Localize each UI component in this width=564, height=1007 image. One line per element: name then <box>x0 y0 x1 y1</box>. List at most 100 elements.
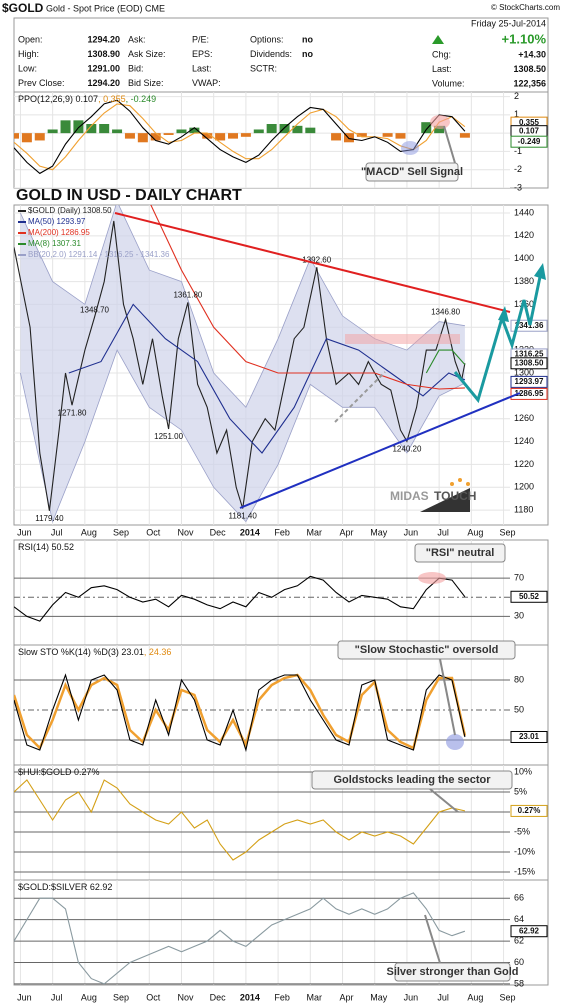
value-tag <box>510 135 548 148</box>
histogram-bar <box>73 120 84 134</box>
series-line <box>14 220 466 511</box>
histogram-bar <box>240 133 251 137</box>
panel-title: $GOLD:$SILVER 62.92 <box>18 882 112 892</box>
y-tick-label: 1200 <box>514 482 534 492</box>
annotation: "Slow Stochastic" oversold <box>355 644 499 656</box>
histogram-bar <box>137 133 148 143</box>
histogram-bar <box>34 133 45 141</box>
resistance-zone <box>345 334 460 344</box>
histogram-bar <box>434 125 445 134</box>
histogram-bar <box>21 133 32 143</box>
quote-value: 1308.50 <box>513 64 546 74</box>
quote-label: Options: <box>250 34 284 44</box>
histogram-bar <box>279 124 290 134</box>
x-tick-label: Sep <box>500 527 516 537</box>
y-tick-label: 1260 <box>514 413 534 423</box>
x-tick-label: Sep <box>113 992 129 1002</box>
quote-label: SCTR: <box>250 63 277 73</box>
y-tick-label: 1440 <box>514 207 534 217</box>
point-label: 1179.40 <box>35 514 64 523</box>
symbol: $GOLD <box>2 1 44 15</box>
legend-label: BB(20,2.0) 1291.14 - 1316.25 - 1341.36 <box>28 250 170 259</box>
value-tag <box>510 804 548 817</box>
x-tick-label: Mar <box>307 527 323 537</box>
band-upper <box>20 205 465 409</box>
x-tick-label: Feb <box>274 992 290 1002</box>
up-arrow <box>432 35 444 44</box>
value-tag-label: 0.27% <box>518 806 541 815</box>
panel-title-part: $HUI:$GOLD 0.27% <box>18 767 100 777</box>
histogram-bar <box>60 120 71 134</box>
highlight <box>418 572 446 584</box>
annotation-box <box>414 543 506 563</box>
forecast-head <box>534 263 546 280</box>
histogram-bar <box>253 129 264 134</box>
value-tag <box>510 387 548 400</box>
histogram-bar <box>163 133 174 135</box>
y-tick-label: -3 <box>514 182 522 192</box>
panel-plot <box>14 205 510 525</box>
value-tag <box>510 925 548 938</box>
histogram-bar <box>459 133 470 138</box>
x-tick-label: May <box>370 992 388 1002</box>
quote-label: Chg: <box>432 49 451 59</box>
quote-label: Volume: <box>432 78 465 88</box>
x-tick-label: 2014 <box>240 992 260 1002</box>
x-tick-label: Jun <box>404 527 419 537</box>
histogram-bar <box>228 133 239 139</box>
annotation-box <box>337 640 516 660</box>
y-tick-label: -1 <box>514 146 522 156</box>
point-label: 1181.40 <box>229 512 258 521</box>
logo-dot <box>450 482 454 486</box>
pointer <box>443 125 456 164</box>
value-tag-label: 62.92 <box>519 926 540 935</box>
legend-label: MA(50) 1293.97 <box>28 217 86 226</box>
panel-title-part: , 24.36 <box>144 647 172 657</box>
x-tick-label: Jul <box>51 992 63 1002</box>
value-tag-label: 1286.95 <box>515 389 544 398</box>
x-tick-label: Aug <box>81 527 97 537</box>
quote-label: P/E: <box>192 34 209 44</box>
x-tick-label: Aug <box>81 992 97 1002</box>
band-fill <box>20 205 465 522</box>
quote-value: 1294.20 <box>87 34 120 44</box>
series-line <box>14 673 466 753</box>
annotation: "MACD" Sell Signal <box>361 166 463 178</box>
y-tick-label: 50 <box>514 704 524 714</box>
histogram-bar <box>215 133 226 141</box>
value-tag-label: 1316.25 <box>515 350 544 359</box>
y-tick-label: -10% <box>514 846 535 856</box>
trendline-blue <box>239 392 521 509</box>
panel-title-part: , -0.249 <box>126 94 157 104</box>
x-tick-label: Nov <box>177 992 194 1002</box>
y-tick-label: 62 <box>514 935 524 945</box>
x-tick-label: Jun <box>404 992 419 1002</box>
y-tick-label: 60 <box>514 957 524 967</box>
y-tick-label: 80 <box>514 674 524 684</box>
x-tick-label: Jul <box>51 527 63 537</box>
y-tick-label: 1300 <box>514 367 534 377</box>
x-tick-label: May <box>370 527 388 537</box>
x-tick-label: Jul <box>437 992 449 1002</box>
quote-label: Prev Close: <box>18 78 65 88</box>
point-label: 1348.70 <box>80 305 109 314</box>
series-line <box>425 349 466 374</box>
panel-title: $HUI:$GOLD 0.27% <box>18 767 100 777</box>
point-label: 1361.80 <box>173 290 202 299</box>
value-tag <box>510 357 548 370</box>
histogram-bar <box>343 133 354 143</box>
panel-plot <box>14 645 510 765</box>
y-tick-label: 1400 <box>514 253 534 263</box>
annotation-box <box>311 770 513 790</box>
y-tick-label: 30 <box>514 611 524 621</box>
logo-mark <box>420 488 470 512</box>
quote-label: Last: <box>432 64 452 74</box>
histogram-bar <box>356 133 367 137</box>
value-tag <box>510 375 548 388</box>
point-label: 1251.00 <box>154 432 183 441</box>
series-line <box>14 892 466 985</box>
value-tag-label: 1293.97 <box>515 377 544 386</box>
highlight <box>446 734 464 750</box>
x-tick-label: Aug <box>467 992 483 1002</box>
